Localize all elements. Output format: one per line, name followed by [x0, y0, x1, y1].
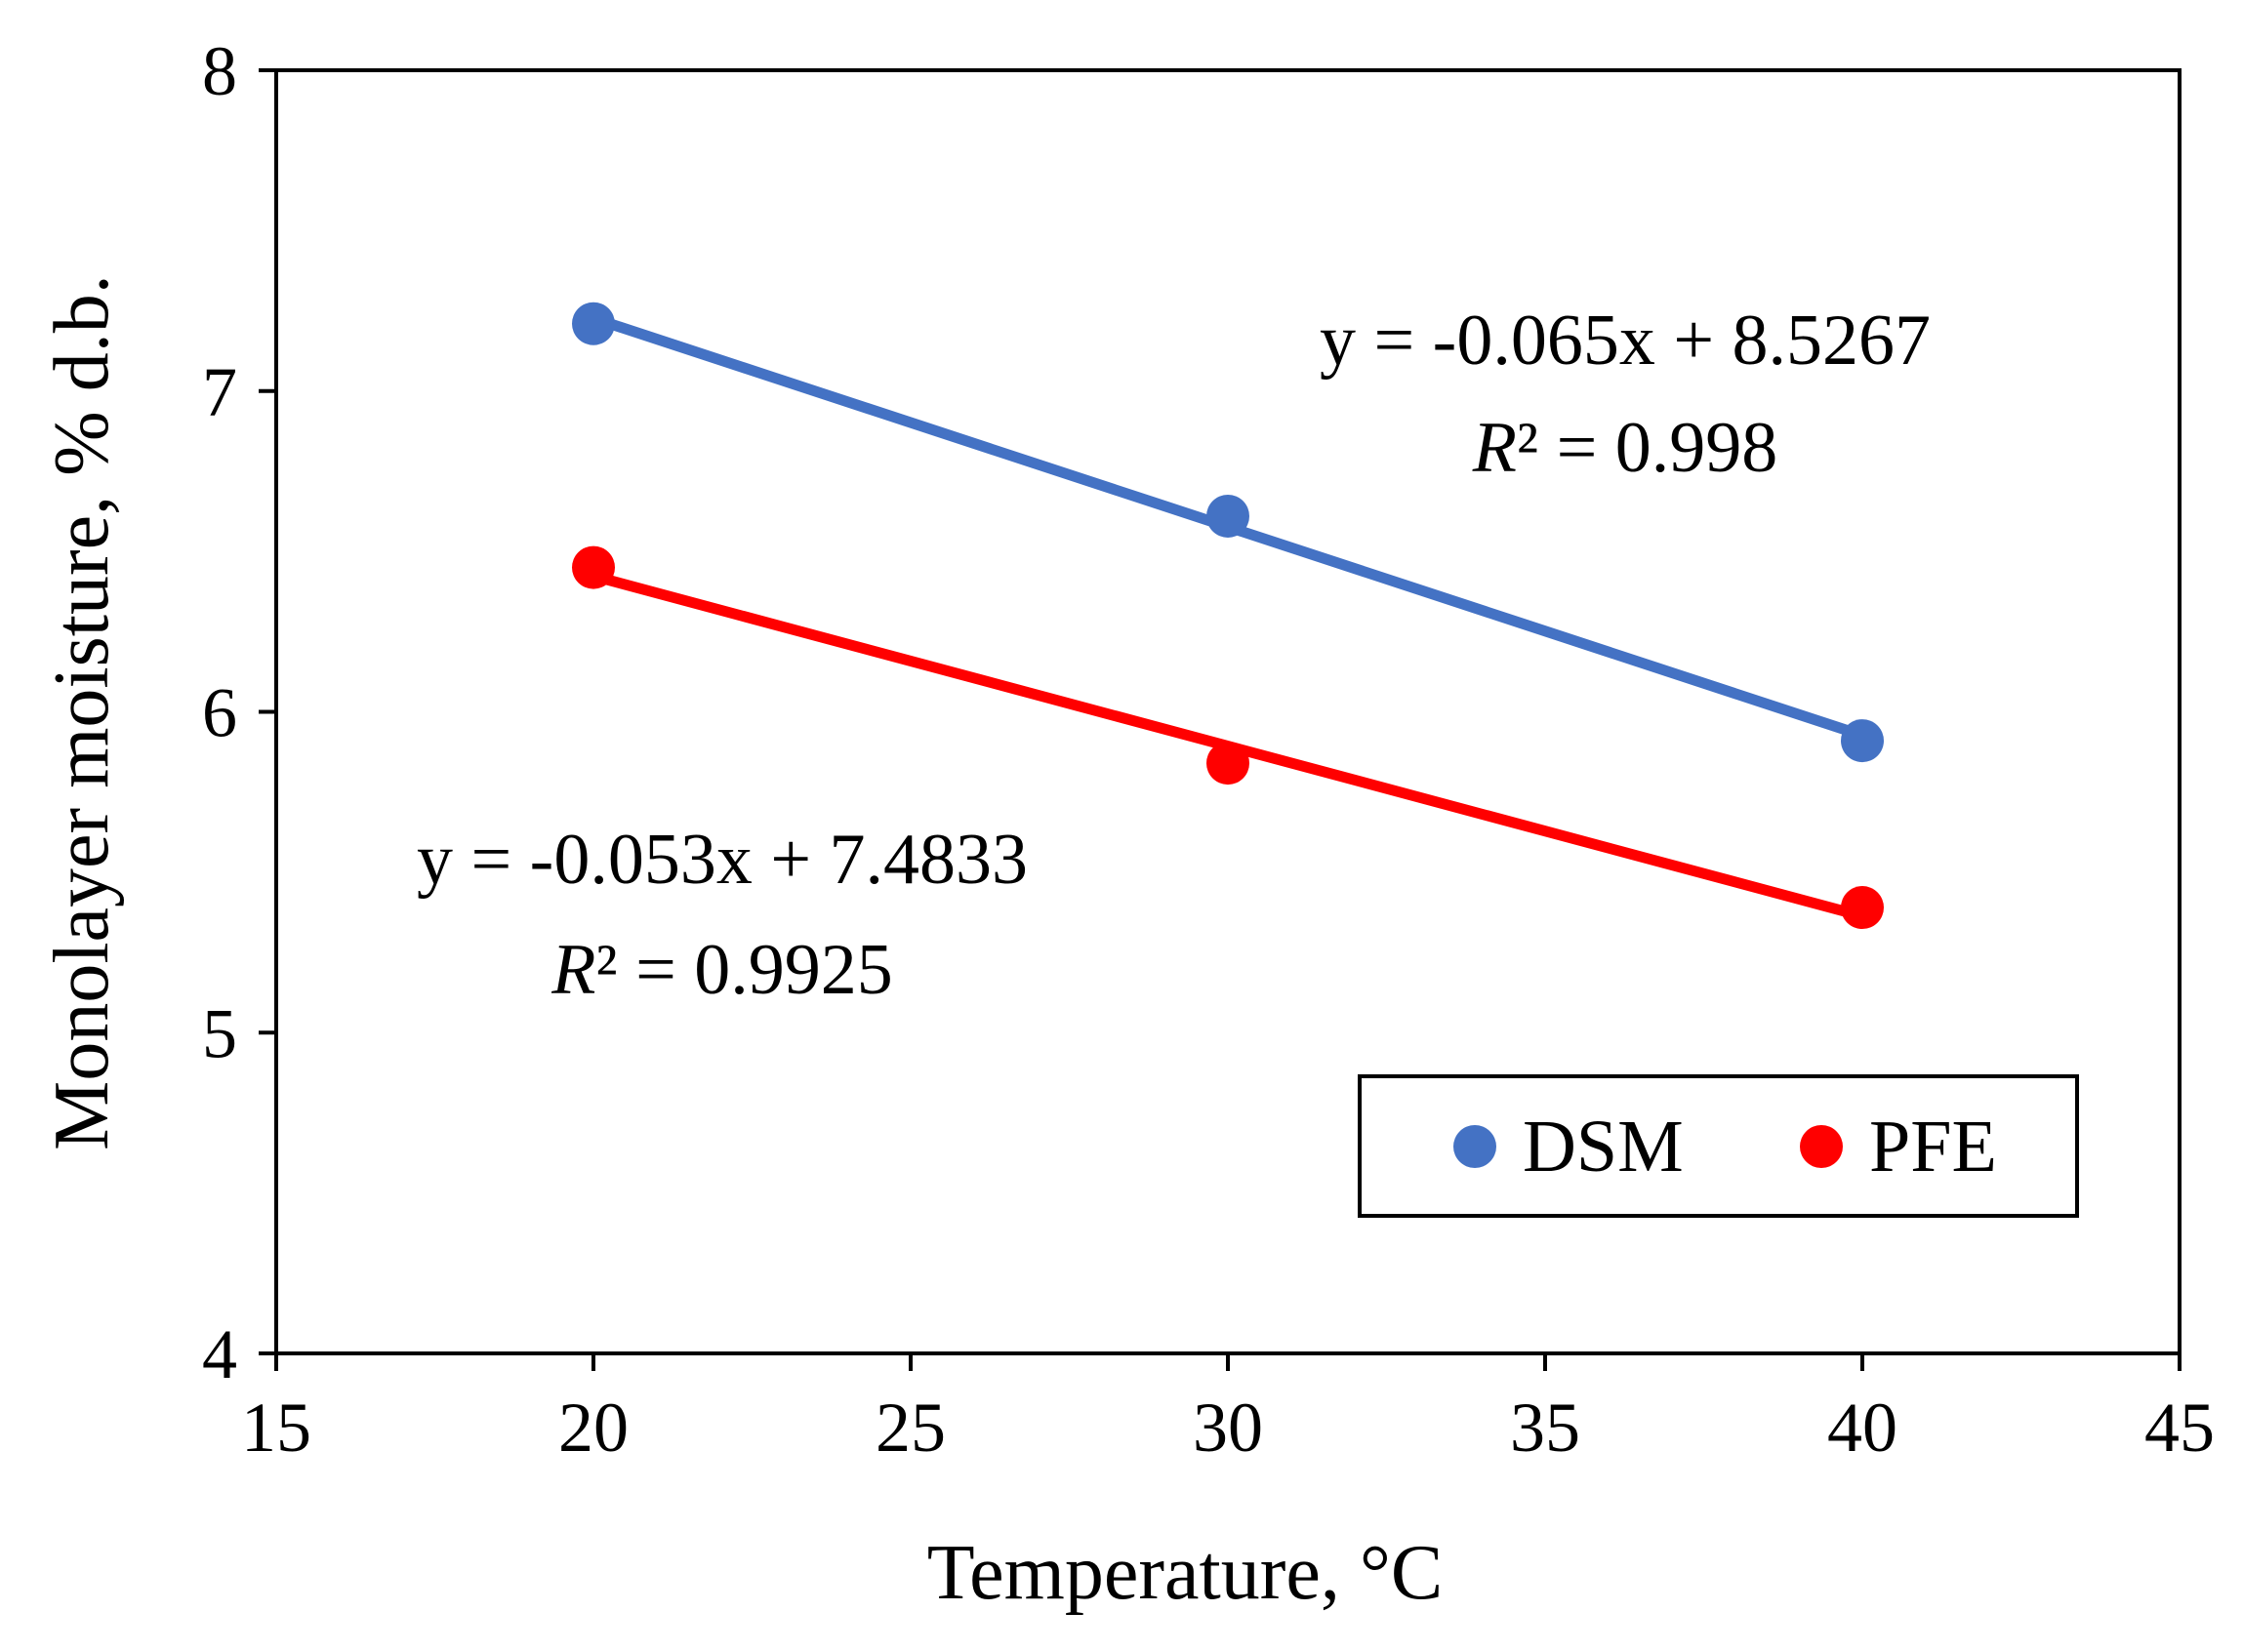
y-tick-label-8: 8 [202, 32, 237, 110]
dsm-r-squared: R² = 0.998 [1472, 408, 1778, 488]
x-tick-label-30: 30 [1193, 1389, 1263, 1467]
dsm-equation: y = -0.065x + 8.5267 [1320, 301, 1931, 381]
y-axis-title: Monolayer moisture, % d.b. [39, 274, 125, 1150]
legend-marker-pfe [1800, 1125, 1843, 1168]
x-tick-label-25: 25 [876, 1389, 946, 1467]
x-tick-label-15: 15 [241, 1389, 311, 1467]
y-axis-ticks: 4 5 6 7 8 [202, 32, 276, 1393]
legend-label-pfe: PFE [1869, 1106, 1997, 1188]
point-pfe-20 [572, 545, 615, 589]
pfe-r-squared: R² = 0.9925 [551, 930, 893, 1010]
point-pfe-30 [1206, 742, 1249, 786]
x-tick-label-45: 45 [2144, 1389, 2215, 1467]
x-axis-title: Temperature, °C [927, 1530, 1443, 1616]
point-dsm-30 [1206, 494, 1249, 538]
point-pfe-40 [1841, 886, 1884, 930]
legend: DSM PFE [1358, 1074, 2079, 1218]
y-tick-label-7: 7 [202, 353, 237, 431]
x-tick-label-40: 40 [1827, 1389, 1897, 1467]
legend-marker-dsm [1453, 1125, 1496, 1168]
x-axis-ticks: 15 20 25 30 35 40 45 [241, 1353, 2215, 1467]
x-tick-label-20: 20 [558, 1389, 629, 1467]
x-tick-label-35: 35 [1510, 1389, 1580, 1467]
pfe-equation: y = -0.053x + 7.4833 [417, 820, 1028, 900]
data-points [572, 302, 1884, 930]
y-tick-label-4: 4 [202, 1315, 237, 1393]
y-tick-label-6: 6 [202, 674, 237, 752]
y-tick-label-5: 5 [202, 994, 237, 1072]
legend-label-dsm: DSM [1523, 1106, 1684, 1188]
point-dsm-40 [1841, 719, 1884, 763]
point-dsm-20 [572, 302, 615, 345]
